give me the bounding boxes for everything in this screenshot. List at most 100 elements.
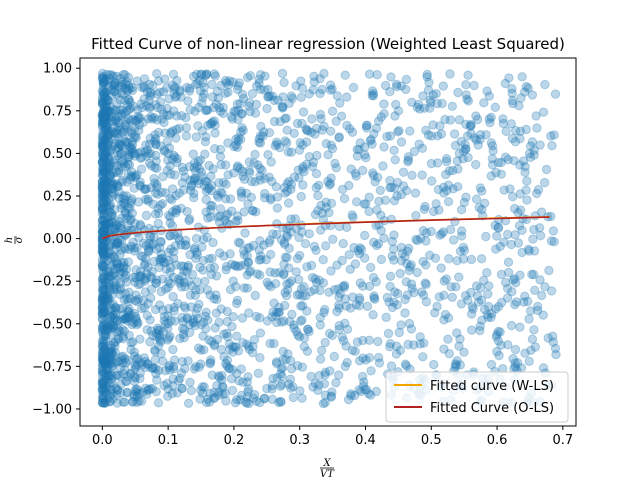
scatter-point	[151, 328, 162, 338]
scatter-point	[255, 397, 265, 408]
scatter-point	[505, 184, 515, 194]
scatter-point	[132, 76, 142, 86]
scatter-point	[520, 348, 530, 358]
legend-label-wls: Fitted curve (W-LS)	[430, 379, 554, 394]
scatter-point	[97, 139, 108, 149]
scatter-point	[158, 87, 169, 97]
scatter-point	[207, 201, 217, 211]
scatter-point	[105, 200, 116, 210]
scatter-point	[118, 351, 128, 361]
scatter-point	[112, 284, 122, 294]
scatter-point	[207, 117, 218, 127]
scatter-point	[99, 244, 109, 254]
scatter-point	[387, 251, 397, 261]
scatter-point	[109, 87, 119, 97]
scatter-point	[255, 84, 266, 95]
scatter-point	[119, 191, 129, 201]
scatter-point	[511, 278, 521, 288]
scatter-point	[105, 378, 115, 389]
scatter-point	[164, 255, 174, 266]
scatter-point	[135, 373, 145, 384]
scatter-point	[502, 229, 513, 240]
scatter-point	[139, 74, 150, 84]
scatter-point	[119, 397, 130, 407]
scatter-point	[104, 161, 115, 172]
scatter-point	[97, 297, 108, 307]
scatter-point	[515, 322, 525, 332]
scatter-point	[120, 84, 131, 94]
scatter-point	[123, 94, 134, 105]
scatter-point	[434, 205, 444, 215]
scatter-point	[122, 106, 132, 117]
scatter-point	[109, 189, 119, 199]
scatter-point	[101, 352, 112, 363]
scatter-point	[540, 79, 550, 90]
scatter-point	[334, 303, 344, 313]
scatter-point	[396, 242, 407, 253]
scatter-point	[102, 162, 112, 172]
scatter-point	[445, 115, 456, 125]
scatter-point	[255, 270, 265, 280]
scatter-point	[99, 249, 109, 259]
scatter-point	[245, 168, 255, 178]
scatter-point	[428, 120, 438, 130]
scatter-point	[426, 158, 437, 169]
scatter-point	[105, 207, 115, 218]
scatter-point	[108, 323, 119, 333]
scatter-point	[101, 358, 111, 368]
scatter-point	[222, 328, 232, 339]
scatter-point	[316, 200, 326, 211]
scatter-point	[112, 128, 122, 139]
axes-frame	[79, 57, 577, 427]
scatter-point	[216, 80, 226, 91]
scatter-point	[533, 184, 544, 195]
scatter-point	[325, 366, 335, 376]
scatter-point	[227, 385, 238, 396]
scatter-point	[102, 133, 112, 144]
scatter-point	[367, 90, 377, 101]
scatter-point	[389, 297, 399, 307]
scatter-point	[116, 220, 126, 231]
scatter-point	[113, 81, 124, 91]
scatter-point	[521, 185, 531, 195]
scatter-point	[254, 255, 264, 265]
scatter-point	[292, 361, 303, 371]
scatter-point	[152, 332, 162, 342]
scatter-point	[98, 168, 108, 179]
scatter-point	[153, 323, 163, 333]
scatter-point	[326, 392, 336, 402]
scatter-point	[186, 386, 197, 396]
scatter-point	[121, 79, 131, 89]
scatter-point	[114, 167, 124, 178]
scatter-point	[420, 278, 430, 288]
scatter-point	[100, 126, 110, 136]
scatter-point	[176, 203, 186, 214]
scatter-point	[198, 234, 209, 245]
scatter-point	[418, 290, 429, 300]
scatter-point	[318, 255, 328, 265]
scatter-point	[112, 390, 122, 400]
scatter-point	[112, 71, 122, 82]
scatter-point	[110, 302, 121, 313]
scatter-point	[139, 302, 150, 313]
scatter-point	[265, 235, 275, 245]
scatter-point	[153, 102, 163, 113]
scatter-point	[239, 250, 249, 260]
scatter-point	[98, 73, 108, 83]
scatter-point	[100, 277, 110, 287]
scatter-point	[108, 180, 118, 190]
scatter-point	[154, 208, 164, 219]
scatter-point	[117, 89, 128, 100]
scatter-point	[97, 245, 108, 255]
scatter-point	[344, 250, 354, 260]
scatter-point	[324, 207, 334, 218]
scatter-point	[106, 330, 116, 340]
scatter-point	[111, 220, 122, 230]
scatter-point	[101, 219, 111, 230]
scatter-point	[476, 254, 487, 264]
scatter-point	[194, 362, 204, 372]
scatter-point	[496, 340, 506, 350]
scatter-point	[105, 146, 116, 157]
scatter-point	[319, 68, 329, 79]
scatter-point	[244, 157, 255, 167]
